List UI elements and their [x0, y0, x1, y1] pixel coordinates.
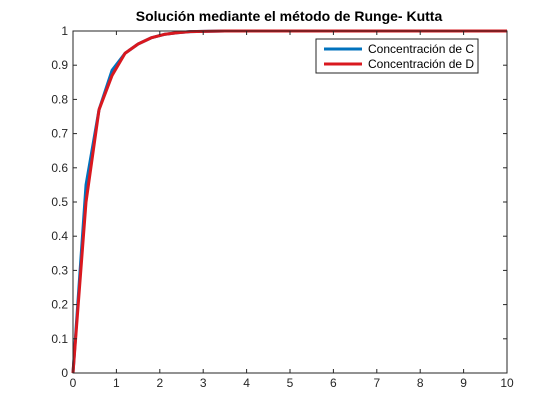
x-tick-label: 3	[200, 376, 207, 390]
x-tick-label: 7	[373, 376, 380, 390]
chart-title: Solución mediante el método de Runge- Ku…	[136, 8, 443, 24]
plot-background	[73, 31, 507, 373]
y-tick-label: 0	[61, 366, 68, 380]
y-tick-label: 0.2	[51, 298, 68, 312]
x-tick-label: 8	[417, 376, 424, 390]
x-tick-label: 6	[330, 376, 337, 390]
y-tick-label: 0.9	[51, 58, 68, 72]
y-tick-label: 0.4	[51, 229, 68, 243]
x-tick-label: 9	[460, 376, 467, 390]
x-tick-label: 2	[156, 376, 163, 390]
plot-area	[73, 31, 507, 373]
y-tick-label: 0.7	[51, 127, 68, 141]
legend-box	[315, 38, 479, 74]
legend-label-2: Concentración de D	[368, 57, 474, 71]
x-tick-label: 1	[113, 376, 120, 390]
y-tick-label: 0.8	[51, 92, 68, 106]
x-tick-label: 5	[287, 376, 294, 390]
legend-label-1: Concentración de C	[368, 42, 474, 56]
x-tick-label: 0	[70, 376, 77, 390]
x-tick-label: 10	[500, 376, 514, 390]
y-tick-label: 0.1	[51, 332, 68, 346]
axes-layer: 0 1 2 3 4 5 6 7 8 9 10 0 0.1 0.2 0.3 0.4 0.5 0.6 0.7 0.8 0.9…	[51, 24, 514, 390]
x-tick-label: 4	[243, 376, 250, 390]
y-tick-label: 0.3	[51, 263, 68, 277]
y-tick-label: 0.5	[51, 195, 68, 209]
y-tick-label: 1	[61, 24, 68, 38]
y-tick-label: 0.6	[51, 161, 68, 175]
